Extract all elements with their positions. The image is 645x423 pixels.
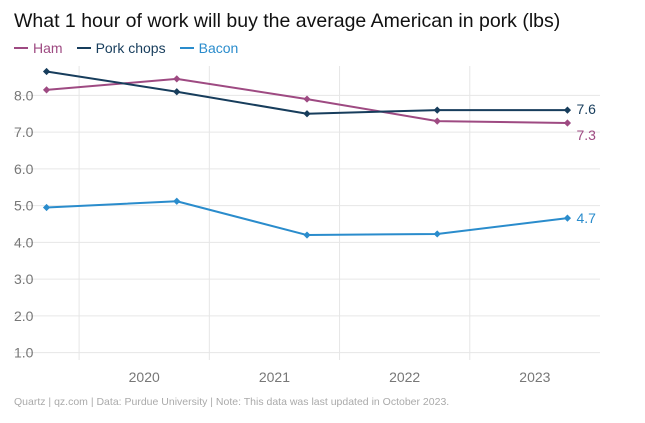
x-tick-label: 2020 xyxy=(129,369,160,385)
y-tick-label: 8.0 xyxy=(14,87,34,103)
legend-label-bacon: Bacon xyxy=(198,40,239,56)
chart-legend: Ham Pork chops Bacon xyxy=(14,40,238,56)
data-point-bacon xyxy=(42,203,51,212)
end-label-ham: 7.3 xyxy=(576,127,596,143)
data-point-ham xyxy=(433,117,441,125)
y-tick-label: 3.0 xyxy=(14,271,34,287)
data-point-bacon xyxy=(303,231,311,239)
legend-label-pork-chops: Pork chops xyxy=(95,40,166,56)
legend-label-ham: Ham xyxy=(33,40,63,56)
data-point-ham xyxy=(173,75,181,83)
data-point-bacon xyxy=(563,214,572,222)
legend-swatch-bacon xyxy=(179,47,194,49)
data-point-ham xyxy=(303,95,311,103)
end-label-pork-chops: 7.6 xyxy=(576,101,596,117)
chart-footer: Quartz | qz.com | Data: Purdue Universit… xyxy=(14,396,450,408)
data-point-pork-chops xyxy=(433,106,441,114)
x-tick-label: 2023 xyxy=(519,369,550,385)
x-tick-label: 2021 xyxy=(259,369,290,385)
y-tick-label: 6.0 xyxy=(14,161,34,177)
y-tick-label: 2.0 xyxy=(14,308,34,324)
data-point-pork-chops xyxy=(42,67,51,76)
chart-title: What 1 hour of work will buy the average… xyxy=(14,10,561,32)
data-point-ham xyxy=(563,119,572,127)
data-point-bacon xyxy=(173,197,181,205)
series-line-bacon xyxy=(46,200,568,237)
legend-item-bacon: Bacon xyxy=(179,40,239,56)
x-tick-label: 2022 xyxy=(389,369,420,385)
data-point-pork-chops xyxy=(303,110,311,118)
data-point-pork-chops xyxy=(173,88,181,96)
data-point-pork-chops xyxy=(563,106,572,114)
legend-item-ham: Ham xyxy=(14,40,63,56)
legend-item-pork-chops: Pork chops xyxy=(76,40,166,56)
y-tick-label: 5.0 xyxy=(14,198,34,214)
series-line-pork-chops xyxy=(46,70,568,115)
data-point-bacon xyxy=(433,230,441,238)
y-tick-label: 4.0 xyxy=(14,234,34,250)
y-tick-label: 7.0 xyxy=(14,124,34,140)
y-tick-label: 1.0 xyxy=(14,345,34,361)
legend-swatch-pork-chops xyxy=(76,47,91,49)
data-point-ham xyxy=(42,86,51,94)
end-label-bacon: 4.7 xyxy=(576,210,596,226)
legend-swatch-ham xyxy=(14,47,28,49)
